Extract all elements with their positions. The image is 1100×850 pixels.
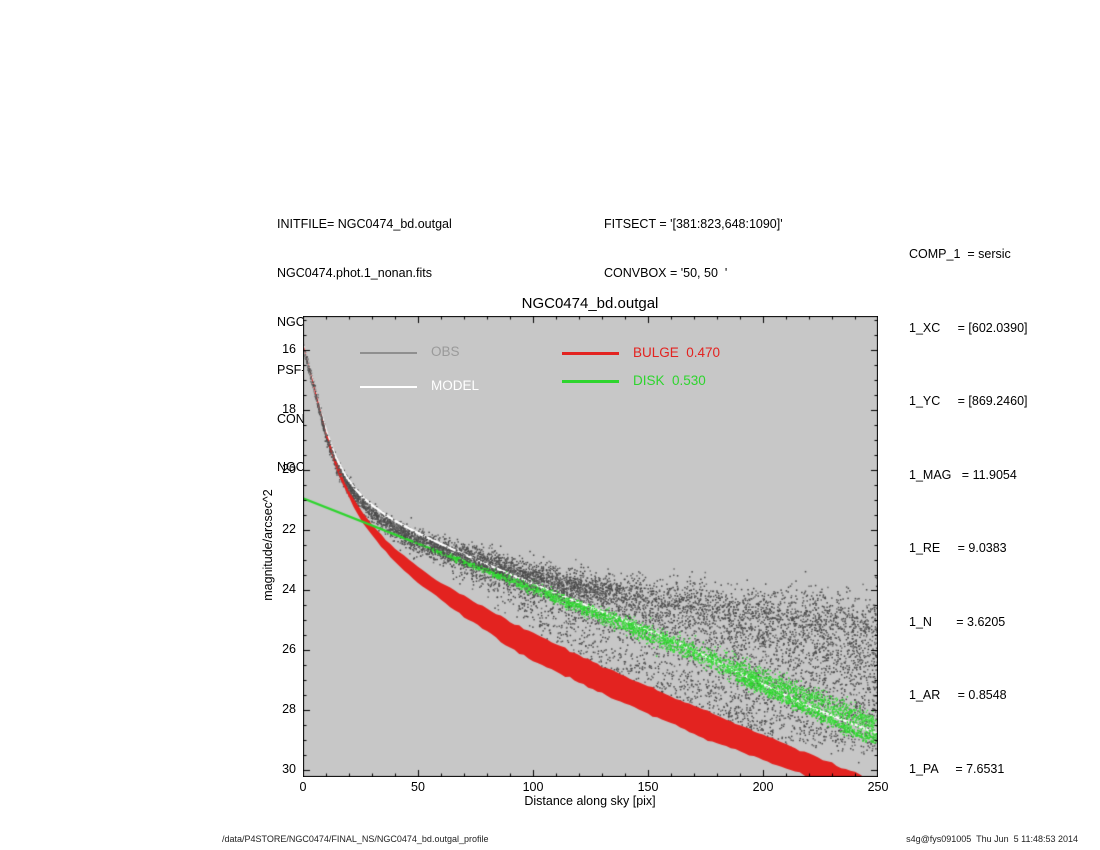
legend-obs-line (360, 352, 417, 354)
y-tick-label: 20 (282, 462, 296, 476)
fit-param-line: COMP_2 = expdisk (909, 845, 1028, 850)
x-tick-label: 150 (637, 780, 659, 794)
fit-param-line: 1_XC = [602.0390] (909, 320, 1028, 335)
fit-param-line: COMP_1 = sersic (909, 247, 1011, 261)
legend-bulge-label: BULGE 0.470 (633, 345, 721, 360)
legend-model-line (360, 386, 417, 388)
plot-title: NGC0474_bd.outgal (521, 295, 659, 312)
x-tick-label: 100 (522, 780, 544, 794)
profile-plot-canvas (303, 316, 878, 777)
y-tick-label: 24 (282, 582, 296, 596)
fit-param-line: 1_PA = 7.6531 (909, 761, 1005, 776)
fit-param-line: 1_MAG = 11.9054 (909, 467, 1017, 482)
y-tick-label: 30 (282, 762, 296, 776)
y-tick-label: 28 (282, 702, 296, 716)
fit-meta-line: FITSECT = '[381:823,648:1090]' (604, 217, 783, 232)
y-tick-label: 18 (282, 402, 296, 416)
user-timestamp-footer: s4g@fys091005 Thu Jun 5 11:48:53 2014 (906, 834, 1078, 844)
fit-param-line: 1_AR = 0.8548 (909, 688, 1007, 702)
legend-bulge-line (562, 352, 619, 355)
x-axis-label: Distance along sky [pix] (524, 794, 656, 808)
legend-disk-label: DISK 0.530 (633, 373, 706, 388)
fit-param-line: 1_N = 3.6205 (909, 614, 1006, 629)
y-tick-label: 26 (282, 642, 296, 656)
legend-obs-label: OBS (431, 344, 460, 359)
x-tick-label: 50 (411, 780, 425, 794)
x-tick-label: 0 (299, 780, 307, 794)
x-tick-label: 250 (867, 780, 889, 794)
fit-param-line: 1_YC = [869.2460] (909, 394, 1028, 408)
input-file-line: NGC0474.phot.1_nonan.fits (277, 266, 432, 281)
fit-meta-line: CONVBOX = '50, 50 ' (604, 266, 728, 281)
y-tick-label: 22 (282, 522, 296, 536)
fit-param-line: 1_RE = 9.0383 (909, 541, 1007, 555)
output-path-footer: /data/P4STORE/NGC0474/FINAL_NS/NGC0474_b… (222, 834, 489, 844)
legend-model-label: MODEL (431, 378, 480, 393)
fit-parameters-panel: COMP_1 = sersic 1_XC = [602.0390] 1_YC =… (909, 193, 1028, 850)
y-axis-label: magnitude/arcsec^2 (261, 489, 275, 601)
y-tick-label: 16 (282, 342, 296, 356)
input-file-line: INITFILE= NGC0474_bd.outgal (277, 217, 452, 232)
x-tick-label: 200 (752, 780, 774, 794)
legend-disk-line (562, 380, 619, 383)
